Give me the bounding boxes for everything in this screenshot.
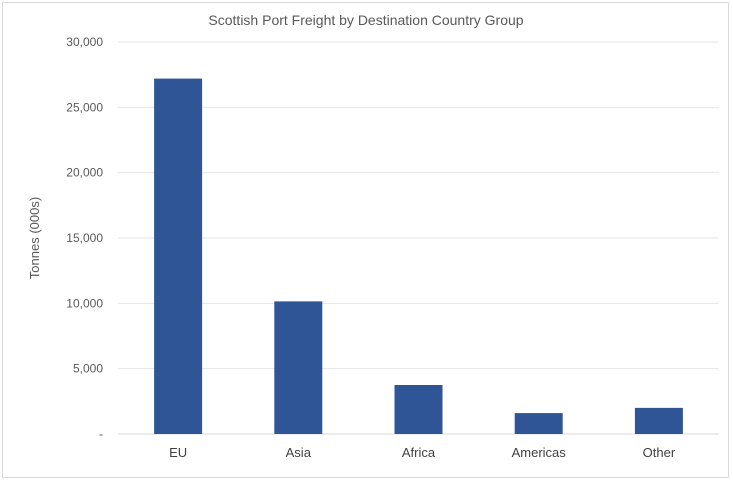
category-label: EU <box>169 445 187 460</box>
y-tick-label: 15,000 <box>66 231 103 245</box>
bar-americas <box>514 413 563 434</box>
category-label: Other <box>643 445 676 460</box>
chart-title: Scottish Port Freight by Destination Cou… <box>208 12 523 28</box>
y-axis-label: Tonnes (000s) <box>27 197 42 279</box>
bars <box>154 78 683 434</box>
bar-eu <box>154 78 203 434</box>
y-tick-label: 10,000 <box>66 296 103 310</box>
category-label: Africa <box>402 445 436 460</box>
y-tick-label: 20,000 <box>66 166 103 180</box>
y-tick-labels: - 5,000 10,000 15,000 20,000 25,000 30,000 <box>66 35 103 441</box>
category-label: Asia <box>286 445 312 460</box>
chart-frame <box>2 2 729 478</box>
y-tick-label: - <box>99 427 103 441</box>
category-label: Americas <box>512 445 567 460</box>
gridlines <box>118 41 719 435</box>
category-labels: EU Asia Africa Americas Other <box>169 445 676 460</box>
y-tick-label: 5,000 <box>73 362 103 376</box>
bar-asia <box>274 301 323 434</box>
y-tick-label: 25,000 <box>66 100 103 114</box>
y-tick-label: 30,000 <box>66 35 103 49</box>
bar-africa <box>394 385 443 434</box>
bar-other <box>634 407 683 434</box>
